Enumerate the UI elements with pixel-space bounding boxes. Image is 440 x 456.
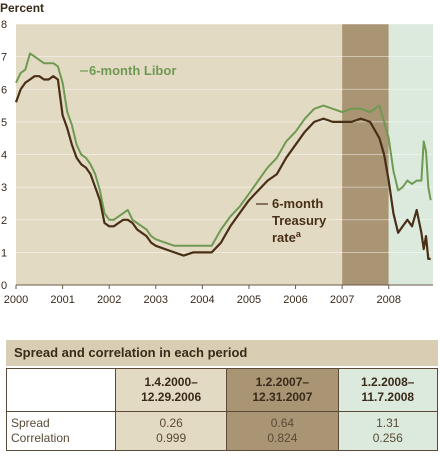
chart-svg: Percent 0 1 2 3 4 5 6 7 8 2000 2001 2002 2003 2004 200… — [0, 1, 433, 306]
period3-start: 1.2.2008– — [361, 375, 415, 389]
period2-spread: 0.64 — [270, 416, 295, 430]
table-header-row: 1.4.2000– 12.29.2006 1.2.2007– 12.31.200… — [6, 368, 438, 412]
stats-table: 1.4.2000– 12.29.2006 1.2.2007– 12.31.200… — [6, 368, 438, 451]
gridlines — [15, 23, 433, 289]
treasury-label-sup: a — [296, 229, 302, 239]
y-axis-title: Percent — [0, 1, 44, 15]
y-tick-label: 8 — [1, 19, 7, 31]
x-tick-label: 2004 — [190, 294, 214, 306]
y-tick-label: 0 — [1, 280, 7, 292]
x-tick-label: 2007 — [330, 294, 354, 306]
treasury-label-line1: 6-month — [272, 196, 323, 211]
y-tick-label: 4 — [1, 150, 7, 162]
treasury-label-rate: rate — [272, 230, 296, 245]
period1-header: 1.4.2000– 12.29.2006 — [114, 368, 228, 412]
table-values-row: Spread Correlation 0.26 0.999 0.64 0.824… — [6, 411, 438, 451]
y-tick-label: 2 — [1, 215, 7, 227]
x-tick-label: 2005 — [237, 294, 261, 306]
treasury-label-line2: Treasury — [272, 213, 327, 228]
series-lines — [14, 52, 432, 260]
period2-values: 0.64 0.824 — [226, 411, 339, 451]
period3-end: 11.7.2008 — [361, 390, 415, 404]
x-tick-label: 2001 — [50, 294, 74, 306]
period1-spread: 0.26 — [159, 416, 183, 430]
x-tick-label: 2006 — [283, 294, 307, 306]
x-tick-label: 2000 — [4, 294, 28, 306]
period1-start: 1.4.2000– — [144, 375, 198, 389]
period2-start: 1.2.2007– — [255, 375, 310, 389]
period3-values: 1.31 0.256 — [337, 411, 438, 451]
y-tick-label: 5 — [1, 117, 7, 129]
annotations: 6-month Libor 6-month Treasury ratea — [80, 63, 327, 245]
spread-label: Spread — [11, 416, 50, 430]
period2-end: 12.31.2007 — [252, 390, 313, 404]
table-title: Spread and correlation in each period — [6, 340, 438, 366]
period3-correlation: 0.256 — [372, 431, 403, 445]
header-empty-cell — [6, 368, 116, 412]
tick-labels: 0 1 2 3 4 5 6 7 8 2000 2001 2002 2003 2004 2005 2006 200… — [1, 19, 401, 306]
libor-series-line — [15, 52, 432, 247]
treasury-label-line3: ratea — [272, 229, 302, 245]
row-labels-cell: Spread Correlation — [6, 411, 116, 451]
period2-correlation: 0.824 — [267, 431, 298, 445]
libor-label: 6-month Libor — [89, 63, 176, 78]
treasury-series-line — [14, 75, 431, 260]
period2-header: 1.2.2007– 12.31.2007 — [226, 368, 339, 412]
x-tick-label: 2003 — [144, 294, 168, 306]
y-tick-label: 3 — [1, 182, 7, 194]
y-tick-label: 1 — [1, 247, 7, 259]
period3-spread: 1.31 — [376, 416, 400, 430]
correlation-label: Correlation — [11, 431, 70, 445]
period1-values: 0.26 0.999 — [114, 411, 228, 451]
period1-correlation: 0.999 — [156, 431, 187, 445]
y-tick-label: 7 — [1, 52, 7, 64]
y-tick-label: 6 — [1, 84, 7, 96]
x-tick-label: 2002 — [97, 294, 121, 306]
x-tick-label: 2008 — [376, 294, 400, 306]
period1-end: 12.29.2006 — [141, 390, 202, 404]
period3-header: 1.2.2008– 11.7.2008 — [337, 368, 438, 412]
